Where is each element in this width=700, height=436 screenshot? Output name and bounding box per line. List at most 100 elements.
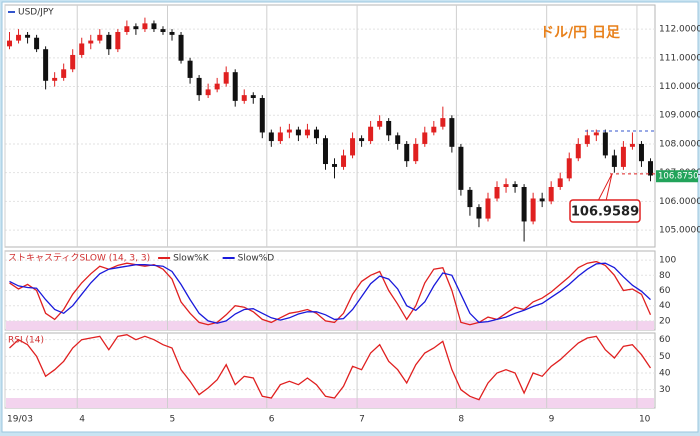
panel-title: ストキャスティクSLOW (14, 3, 3) — [8, 253, 150, 264]
series-line — [9, 262, 651, 324]
candle-body — [584, 135, 590, 144]
candle-body — [25, 34, 31, 38]
candle-body — [467, 189, 473, 208]
candle-body — [512, 184, 518, 188]
candle-body — [241, 95, 247, 101]
candle-body — [160, 29, 166, 32]
candle-body — [440, 118, 446, 127]
chart-title: USD/JPY — [18, 8, 54, 18]
y-tick-label: 60 — [659, 286, 671, 296]
candle-body — [458, 146, 464, 190]
candle-body — [187, 60, 193, 78]
x-tick-label: 4 — [79, 415, 85, 425]
series-line — [9, 334, 652, 401]
x-tick-label: 19/03 — [7, 415, 33, 425]
candle-body — [196, 77, 202, 96]
candle-body — [332, 164, 338, 167]
x-tick-label: 9 — [549, 415, 555, 425]
candle-body — [638, 143, 644, 162]
chart-subtitle: ドル/円 日足 — [540, 25, 621, 41]
candle-body — [575, 143, 581, 159]
candle-body — [124, 26, 130, 32]
candle-body — [422, 132, 428, 144]
candle-body — [232, 72, 238, 101]
candle-body — [494, 187, 500, 199]
legend-label: Slow%D — [238, 254, 275, 264]
y-tick-label: 40 — [659, 369, 671, 379]
candle-body — [151, 23, 157, 30]
candle-body — [214, 83, 220, 90]
y-tick-label: 106.0000 — [659, 197, 700, 207]
y-tick-label: 30 — [659, 385, 671, 395]
candle-body — [386, 120, 392, 136]
callout-label: 106.9589 — [571, 205, 639, 220]
candle-body — [88, 40, 94, 44]
panel — [4, 4, 656, 248]
candle-body — [431, 126, 437, 133]
band — [6, 398, 654, 408]
candle-body — [142, 23, 148, 30]
y-tick-label: 111.0000 — [659, 53, 700, 63]
candle-body — [133, 26, 139, 30]
callout-box — [569, 199, 641, 223]
candle-body — [611, 155, 617, 167]
candle-body — [503, 184, 509, 188]
candle-body — [521, 187, 527, 222]
y-tick-label: 50 — [659, 352, 671, 362]
y-tick-label: 108.0000 — [659, 139, 700, 149]
candle-body — [620, 146, 626, 167]
callout-pointer — [597, 173, 613, 202]
y-tick-label: 20 — [659, 316, 671, 326]
candle-body — [250, 95, 256, 99]
candle-body — [602, 132, 608, 156]
candle-body — [368, 126, 374, 142]
candle-body — [350, 138, 356, 156]
candle-body — [277, 132, 283, 142]
candle-body — [566, 158, 572, 179]
y-tick-label: 105.0000 — [659, 226, 700, 236]
candle-body — [413, 143, 419, 162]
legend-label: Slow%K — [173, 254, 210, 264]
y-tick-label: 109.0000 — [659, 111, 700, 121]
candle-body — [205, 89, 211, 96]
candle-body — [7, 40, 13, 47]
candle-body — [259, 98, 265, 133]
y-tick-label: 40 — [659, 301, 671, 311]
candle-body — [115, 31, 121, 50]
candle-body — [530, 198, 536, 222]
candle-body — [61, 69, 67, 78]
candle-body — [52, 77, 58, 81]
candle-body — [178, 34, 184, 61]
candle-body — [295, 129, 301, 136]
x-tick-label: 5 — [170, 415, 176, 425]
candle-body — [268, 132, 274, 142]
y-tick-label: 60 — [659, 335, 671, 345]
candle-body — [647, 161, 653, 176]
candle-body — [286, 129, 292, 133]
candle-body — [404, 143, 410, 162]
candle-body — [79, 43, 85, 55]
candle-body — [169, 31, 175, 35]
candle-body — [43, 49, 49, 81]
x-tick-label: 7 — [359, 415, 365, 425]
candle-body — [629, 143, 635, 147]
candle-body — [359, 138, 365, 142]
y-tick-label: 110.0000 — [659, 82, 700, 92]
candle-body — [70, 54, 76, 70]
series-line — [9, 260, 652, 326]
candle-body — [539, 198, 545, 202]
y-tick-label: 100 — [659, 256, 676, 266]
candle-body — [34, 37, 40, 50]
candle-body — [476, 207, 482, 219]
candle-body — [557, 178, 563, 188]
candle-body — [223, 72, 229, 84]
candle-body — [97, 34, 103, 41]
band — [6, 320, 654, 330]
panel-title: RSI (14) — [8, 336, 44, 346]
candle-body — [593, 132, 599, 136]
price-tag-label: 106.8750 — [658, 172, 699, 182]
candle-body — [377, 120, 383, 127]
x-tick-label: 6 — [269, 415, 275, 425]
candle-body — [106, 34, 112, 50]
